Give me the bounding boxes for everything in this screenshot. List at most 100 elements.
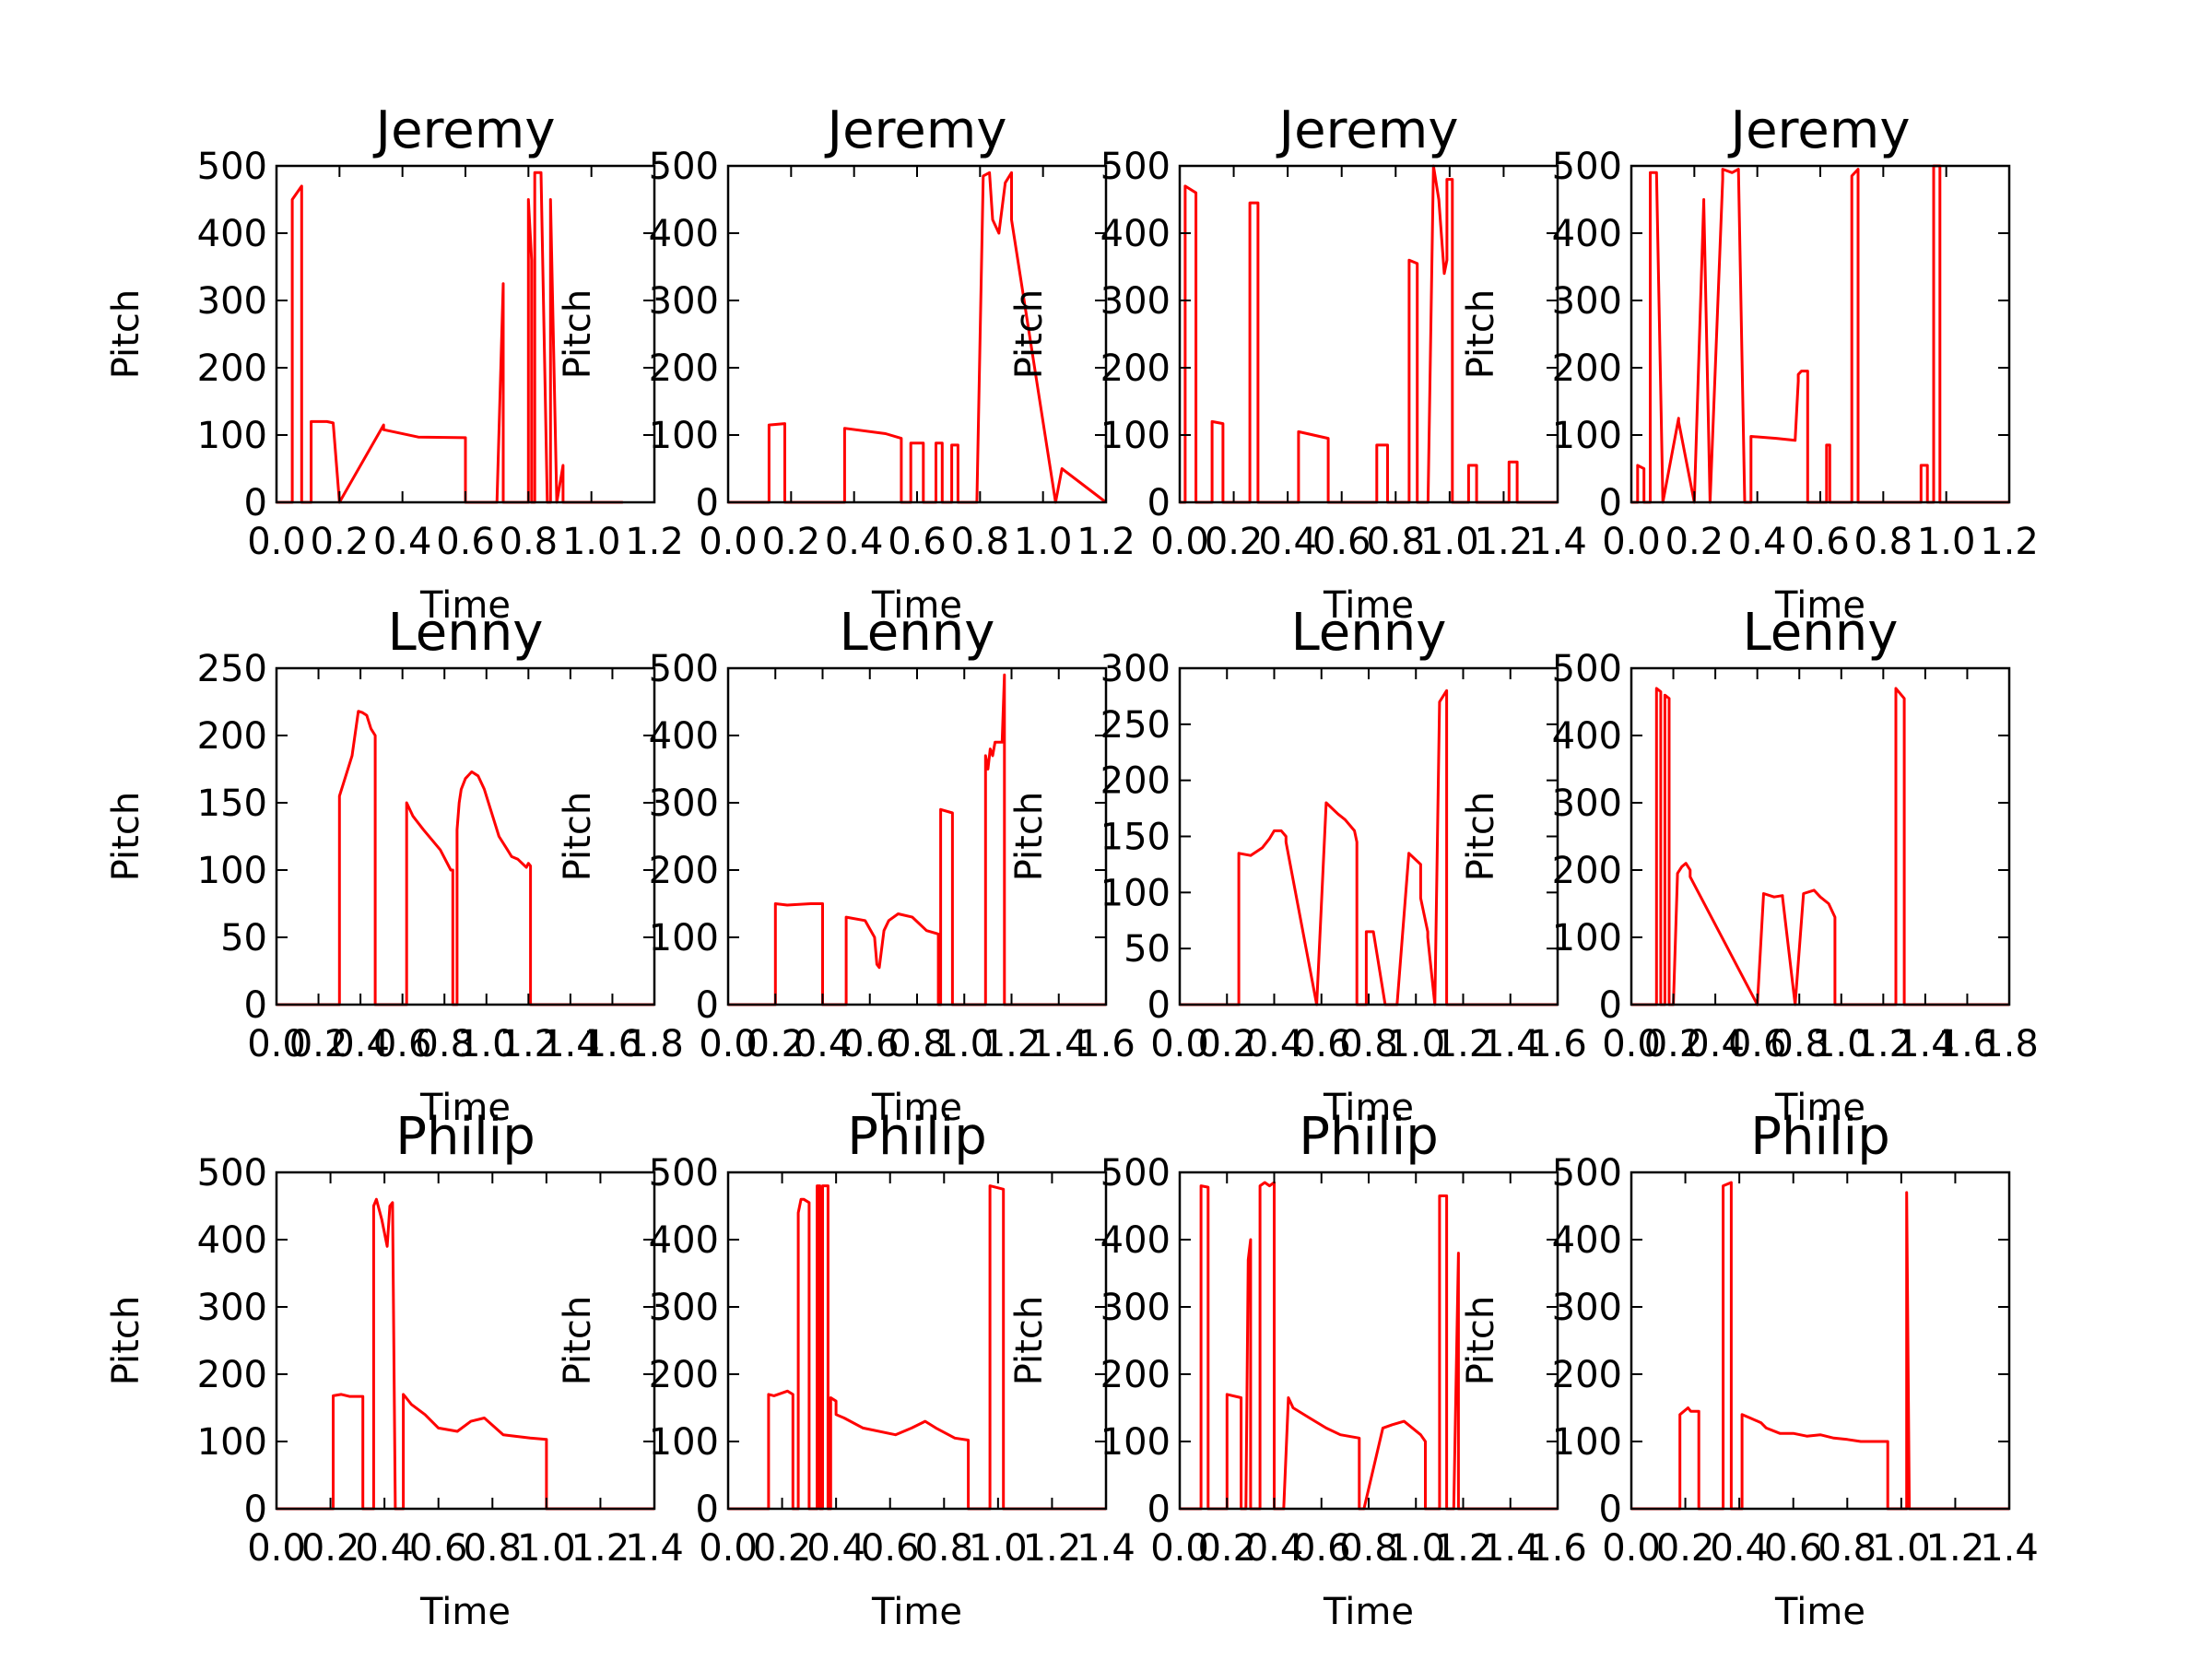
x-tick-label: 0.2 xyxy=(1205,521,1264,563)
x-tick-label: 0.6 xyxy=(841,1023,900,1065)
y-tick-label: 200 xyxy=(1100,1354,1171,1396)
x-tick-label: 0.0 xyxy=(699,1527,758,1570)
y-tick-label: 500 xyxy=(197,1152,267,1194)
y-tick-label: 0 xyxy=(696,482,719,524)
x-tick-label: 0.2 xyxy=(1197,1023,1256,1065)
x-tick-label: 0.0 xyxy=(699,521,758,563)
x-tick-label: 0.6 xyxy=(861,1527,920,1570)
x-tick-label: 1.6 xyxy=(1528,1527,1587,1570)
x-tick-label: 0.6 xyxy=(436,521,495,563)
axes-frame xyxy=(1178,164,1559,504)
series-line xyxy=(1631,1181,2009,1511)
axes-frame xyxy=(275,666,656,1006)
y-tick-label: 100 xyxy=(1552,917,1622,959)
x-tick-label: 0.0 xyxy=(1602,521,1661,563)
x-tick-label: 1.0 xyxy=(1420,521,1479,563)
x-tick-label: 0.4 xyxy=(1245,1527,1304,1570)
x-tick-label: 1.0 xyxy=(457,1023,516,1065)
y-tick-label: 50 xyxy=(1124,928,1171,971)
y-tick-label: 200 xyxy=(649,850,719,892)
y-axis-label: Pitch xyxy=(557,1296,599,1385)
x-tick-label: 0.2 xyxy=(311,521,370,563)
subplot-title: Lenny xyxy=(388,603,544,663)
y-tick-label: 200 xyxy=(1100,760,1171,803)
y-tick-label: 0 xyxy=(1599,482,1622,524)
x-tick-label: 1.8 xyxy=(625,1023,684,1065)
x-tick-label: 1.6 xyxy=(1528,1023,1587,1065)
subplot-5: 0.00.20.40.60.81.01.21.41.61.8 0 50 100 150 2… xyxy=(105,603,684,1129)
y-tick-label: 250 xyxy=(197,648,267,690)
x-tick-label: 0.2 xyxy=(1644,1023,1703,1065)
subplot-2: 0.0 0.2 0.4 0.6 0.8 1.0 1.20100200300400500Tim… xyxy=(557,100,1135,627)
y-tick-label: 0 xyxy=(696,1488,719,1531)
x-tick-label: 1.2 xyxy=(982,1023,1041,1065)
x-tick-label: 1.0 xyxy=(1386,1023,1445,1065)
y-axis-label: Pitch xyxy=(105,792,147,881)
y-axis-label: Pitch xyxy=(1008,1296,1051,1385)
y-tick-label: 200 xyxy=(649,347,719,390)
y-axis-label: Pitch xyxy=(1008,792,1051,881)
y-tick-label: 300 xyxy=(1100,280,1171,323)
x-tick-label: 0.2 xyxy=(746,1023,805,1065)
subplot-title: Jeremy xyxy=(1277,100,1459,160)
subplot-title: Philip xyxy=(1750,1107,1889,1167)
y-axis-label: Pitch xyxy=(105,1296,147,1385)
x-tick-label: 0.4 xyxy=(794,1023,853,1065)
y-tick-label: 400 xyxy=(1100,1219,1171,1262)
y-tick-label: 400 xyxy=(197,1219,267,1262)
y-tick-label: 100 xyxy=(649,1421,719,1464)
x-tick-label: 0.2 xyxy=(762,521,821,563)
x-tick-label: 0.4 xyxy=(331,1023,390,1065)
axes-frame xyxy=(726,1171,1108,1511)
y-tick-label: 0 xyxy=(1147,1488,1171,1531)
x-tick-label: 1.4 xyxy=(1481,1023,1540,1065)
x-axis-label: Time xyxy=(1323,1591,1414,1633)
y-tick-label: 300 xyxy=(197,1287,267,1329)
x-tick-label: 0.8 xyxy=(888,1023,947,1065)
x-tick-label: 1.0 xyxy=(562,521,621,563)
y-tick-label: 100 xyxy=(1100,1421,1171,1464)
y-tick-label: 50 xyxy=(220,917,267,959)
x-tick-label: 0.2 xyxy=(289,1023,348,1065)
x-tick-label: 0.2 xyxy=(1665,521,1724,563)
x-tick-label: 0.2 xyxy=(1197,1527,1256,1570)
y-tick-label: 300 xyxy=(1552,1287,1622,1329)
x-tick-label: 0.0 xyxy=(1150,1023,1209,1065)
series-line xyxy=(1180,688,1558,1006)
x-axis-label: Time xyxy=(871,584,962,627)
subplot-3: 0.00.20.40.60.81.01.21.40100200300400500… xyxy=(1008,100,1587,627)
subplot-title: Jeremy xyxy=(1728,100,1911,160)
x-tick-label: 1.8 xyxy=(1980,1023,2039,1065)
y-tick-label: 300 xyxy=(649,280,719,323)
y-tick-label: 200 xyxy=(1552,850,1622,892)
series-line xyxy=(728,171,1107,504)
y-tick-label: 400 xyxy=(649,1219,719,1262)
x-tick-label: 1.6 xyxy=(583,1023,642,1065)
x-tick-label: 1.6 xyxy=(1077,1023,1135,1065)
x-tick-label: 0.6 xyxy=(888,521,947,563)
x-tick-label: 0.4 xyxy=(355,1527,414,1570)
x-tick-label: 0.4 xyxy=(1710,1527,1769,1570)
subplot-title: Lenny xyxy=(1743,603,1899,663)
x-axis-label: Time xyxy=(871,1087,962,1129)
x-tick-label: 0.8 xyxy=(1770,1023,1829,1065)
x-tick-label: 1.2 xyxy=(625,521,684,563)
series-line xyxy=(276,171,623,504)
subplot-title: Philip xyxy=(847,1107,986,1167)
x-tick-label: 0.0 xyxy=(699,1023,758,1065)
x-axis-label: Time xyxy=(419,584,511,627)
y-tick-label: 300 xyxy=(1100,1287,1171,1329)
y-tick-label: 200 xyxy=(197,715,267,758)
subplot-title: Jeremy xyxy=(373,100,556,160)
y-tick-label: 200 xyxy=(649,1354,719,1396)
x-tick-label: 1.2 xyxy=(1077,521,1135,563)
y-tick-label: 300 xyxy=(1552,280,1622,323)
y-axis-label: Pitch xyxy=(1008,289,1051,379)
x-tick-label: 0.0 xyxy=(1602,1527,1661,1570)
y-tick-label: 300 xyxy=(649,1287,719,1329)
x-tick-label: 1.2 xyxy=(1434,1023,1493,1065)
x-tick-label: 1.2 xyxy=(500,1023,559,1065)
x-tick-label: 0.6 xyxy=(1292,1527,1351,1570)
y-tick-label: 400 xyxy=(1552,1219,1622,1262)
y-tick-label: 200 xyxy=(197,347,267,390)
